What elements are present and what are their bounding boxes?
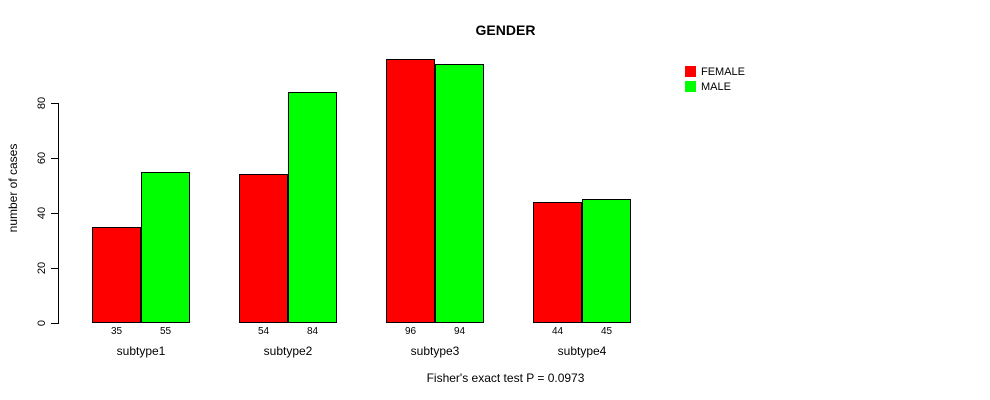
y-tick-label: 20: [36, 261, 48, 275]
bar-male-subtype2: [288, 92, 337, 323]
bar-value-label: 44: [551, 326, 564, 337]
y-axis-line: [58, 103, 59, 324]
y-tick-mark: [51, 103, 58, 104]
y-tick-mark: [51, 323, 58, 324]
x-category-label-subtype2: subtype2: [263, 344, 313, 358]
legend: FEMALE MALE: [685, 64, 745, 94]
legend-item-female: FEMALE: [685, 64, 745, 79]
bar-value-label: 94: [453, 326, 466, 337]
y-tick-mark: [51, 158, 58, 159]
chart-title: GENDER: [475, 22, 536, 38]
bar-value-label: 84: [306, 326, 319, 337]
bar-female-subtype1: [92, 227, 141, 323]
bar-female-subtype4: [533, 202, 582, 323]
male-swatch-icon: [685, 81, 696, 92]
y-tick-label: 60: [36, 151, 48, 165]
y-tick-label: 80: [36, 96, 48, 110]
bar-value-label: 55: [159, 326, 172, 337]
bar-value-label: 96: [404, 326, 417, 337]
bar-female-subtype3: [386, 59, 435, 323]
bar-male-subtype3: [435, 64, 484, 323]
bar-female-subtype2: [239, 174, 288, 323]
legend-item-male: MALE: [685, 79, 745, 94]
y-axis-label: number of cases: [6, 143, 20, 233]
y-tick-mark: [51, 268, 58, 269]
legend-label-female: FEMALE: [701, 65, 746, 78]
y-tick-mark: [51, 213, 58, 214]
bar-value-label: 35: [110, 326, 123, 337]
bar-value-label: 45: [600, 326, 613, 337]
bar-male-subtype1: [141, 172, 190, 323]
y-tick-label: 0: [36, 319, 48, 327]
x-category-label-subtype3: subtype3: [410, 344, 460, 358]
female-swatch-icon: [685, 66, 696, 77]
bar-value-label: 54: [257, 326, 270, 337]
x-category-label-subtype4: subtype4: [557, 344, 607, 358]
y-tick-label: 40: [36, 206, 48, 220]
bar-male-subtype4: [582, 199, 631, 323]
annotation-fishers-test: Fisher's exact test P = 0.0973: [426, 371, 585, 385]
x-category-label-subtype1: subtype1: [116, 344, 166, 358]
legend-label-male: MALE: [701, 80, 731, 93]
